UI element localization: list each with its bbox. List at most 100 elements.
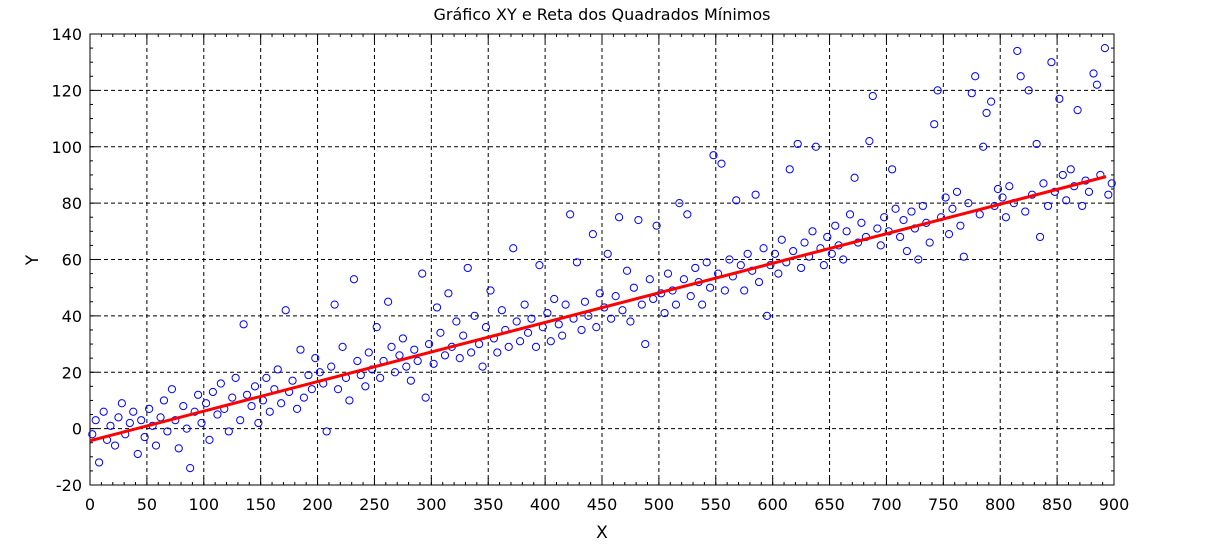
y-tick-label: 100 [51,138,82,157]
data-point [959,252,968,261]
data-point [964,199,973,208]
data-point [975,210,984,219]
data-point [307,385,316,394]
y-tick-label: -20 [56,476,82,495]
data-point [930,120,939,129]
data-point [463,263,472,273]
data-point [117,399,126,408]
data-point [444,289,453,298]
data-point [193,390,203,399]
data-point [777,235,786,244]
data-point [618,306,627,315]
data-point [1066,165,1075,174]
data-point [277,399,286,408]
data-point [515,337,525,346]
data-point [353,356,362,366]
data-point [686,292,695,301]
x-tick-label: 600 [757,495,788,514]
data-point [979,142,988,151]
data-point [333,385,343,394]
data-point [774,269,783,278]
data-point [819,261,828,270]
x-tick-label: 50 [137,495,157,514]
data-point [174,444,183,453]
data-point [349,275,359,284]
data-point [265,407,274,416]
data-point [873,224,882,233]
data-point [345,396,354,405]
data-point [725,255,734,264]
data-point [550,294,559,304]
y-tick-label: 20 [62,363,82,382]
data-point [236,416,245,425]
data-point [486,286,495,295]
data-point [751,190,760,199]
data-point [941,193,950,202]
data-point [315,368,324,377]
data-point [800,238,809,247]
data-point [709,151,718,160]
data-point [865,137,874,146]
data-point [167,385,177,394]
data-point [432,303,442,312]
chart-title: Gráfico XY e Reta dos Quadrados Mínimos [433,5,770,24]
x-axis-title: X [596,523,608,543]
data-point [140,432,149,442]
data-point [967,89,976,98]
data-point [580,297,590,306]
data-point [754,277,764,287]
data-point [1073,106,1082,115]
data-point [558,331,567,340]
data-point [899,215,908,225]
data-point [304,370,313,380]
data-point [106,421,115,430]
data-point [759,244,768,253]
data-point [1058,170,1067,180]
data-point [493,348,502,357]
x-tick-label: 100 [189,495,220,514]
least-squares-line [89,175,1107,443]
data-point [663,269,673,278]
data-point [364,348,373,357]
data-point [114,413,123,422]
data-point [159,396,169,405]
data-point [720,286,729,295]
data-point [292,404,302,413]
data-point [452,317,461,326]
data-point [239,320,248,329]
data-point [361,382,370,391]
data-point [497,306,506,315]
data-point [902,246,912,256]
data-point [918,201,927,211]
data-point [242,390,252,399]
data-point [440,351,450,360]
x-tick-label: 900 [1099,495,1130,514]
data-point [1100,43,1109,53]
data-point [925,238,934,247]
data-point [1092,80,1102,89]
data-point [1043,201,1053,211]
regression-line-series [89,175,1107,443]
y-tick-label: 120 [51,81,82,100]
x-tick-label: 700 [871,495,902,514]
data-point [398,334,407,343]
data-point [603,249,612,258]
data-point [88,430,97,439]
data-point [762,311,772,320]
data-point [823,232,832,242]
data-point [683,210,692,219]
data-point [732,196,741,205]
data-point [372,323,381,332]
data-point [770,249,780,258]
data-point [467,348,476,357]
data-point [876,241,885,250]
y-axis-title: Y [23,254,43,266]
data-point [1107,179,1116,188]
data-point [133,449,142,459]
data-point [395,351,404,360]
data-point [1016,72,1025,81]
data-point [125,418,134,428]
data-point [1078,201,1087,211]
data-point [948,204,957,213]
